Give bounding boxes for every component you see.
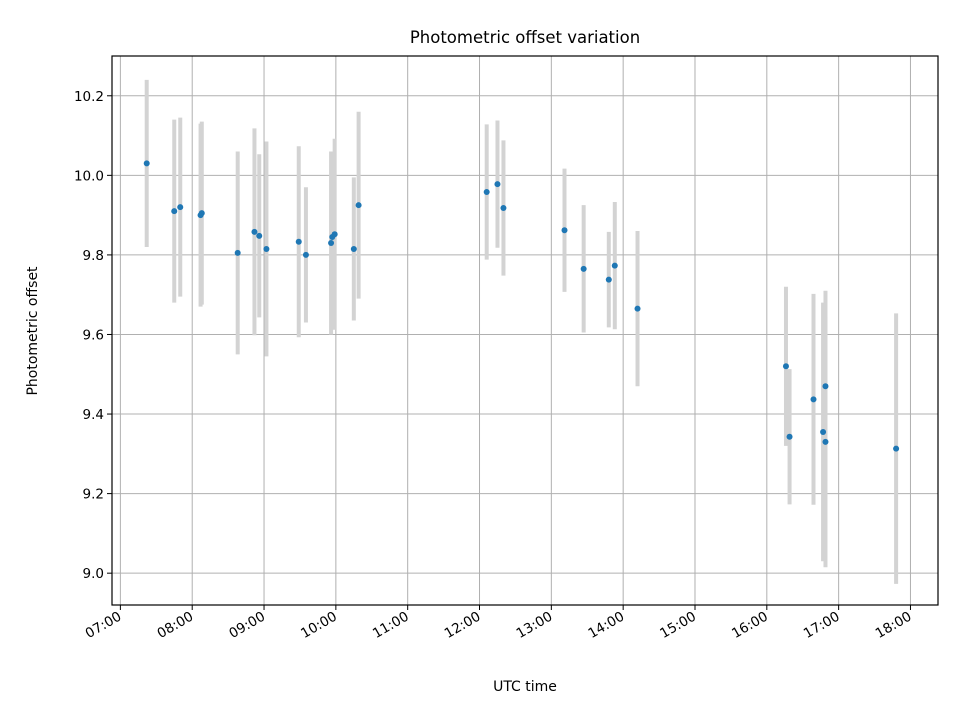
- data-point: [634, 305, 641, 312]
- data-point: [786, 433, 793, 440]
- data-point: [822, 438, 829, 445]
- data-point: [561, 227, 568, 234]
- data-point: [143, 160, 150, 167]
- data-points: [143, 160, 900, 452]
- data-point: [355, 202, 362, 209]
- y-tick-label: 9.6: [83, 327, 104, 343]
- y-tick-label: 10.0: [74, 168, 104, 184]
- data-point: [820, 428, 827, 435]
- data-point: [810, 396, 817, 403]
- y-axis-label: Photometric offset: [25, 266, 41, 396]
- data-point: [483, 189, 490, 196]
- data-point: [171, 208, 178, 215]
- data-point: [263, 245, 270, 252]
- plot-area-frame: [111, 55, 939, 606]
- data-point: [328, 239, 335, 246]
- data-point: [251, 228, 258, 235]
- data-point: [782, 363, 789, 370]
- data-point: [580, 265, 587, 272]
- data-point: [611, 262, 618, 269]
- y-tick-label: 9.4: [83, 407, 104, 423]
- y-axis-ticks: 9.0 9.2 9.4 9.6 9.8 10.0 10.2: [74, 89, 112, 582]
- y-tick-label: 9.8: [83, 248, 104, 264]
- data-point: [234, 249, 241, 256]
- y-tick-label: 9.2: [83, 487, 104, 503]
- data-point: [893, 445, 900, 452]
- data-point: [198, 210, 205, 217]
- x-grid: [119, 56, 911, 605]
- data-point: [350, 245, 357, 252]
- data-point: [822, 383, 829, 390]
- data-point: [302, 251, 309, 258]
- chart-title: Photometric offset variation: [410, 28, 640, 47]
- y-tick-label: 10.2: [74, 89, 104, 105]
- data-point: [500, 204, 507, 211]
- y-grid: [112, 95, 938, 574]
- data-point: [494, 181, 501, 188]
- y-tick-label: 9.0: [83, 566, 104, 582]
- data-point: [295, 238, 302, 245]
- x-axis-label: UTC time: [493, 679, 557, 695]
- data-point: [605, 276, 612, 283]
- data-point: [331, 231, 338, 238]
- data-point: [177, 204, 184, 211]
- data-point: [256, 232, 263, 239]
